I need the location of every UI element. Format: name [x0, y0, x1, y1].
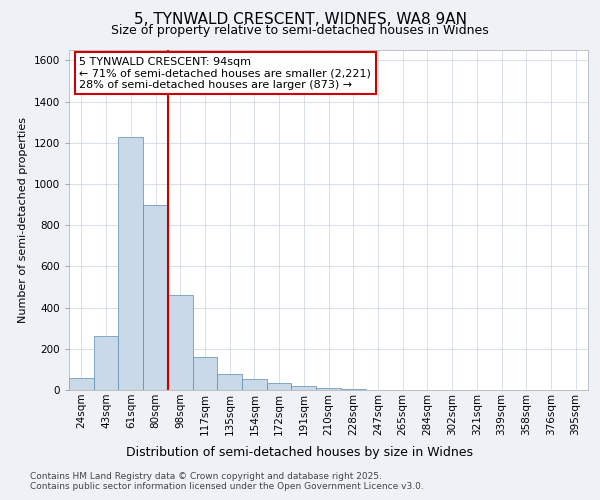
- Text: Size of property relative to semi-detached houses in Widnes: Size of property relative to semi-detach…: [111, 24, 489, 37]
- Bar: [242, 378, 267, 390]
- Text: Contains HM Land Registry data © Crown copyright and database right 2025.: Contains HM Land Registry data © Crown c…: [30, 472, 382, 481]
- Bar: [94, 336, 118, 390]
- Bar: [267, 383, 292, 390]
- Bar: [217, 374, 242, 390]
- Bar: [316, 388, 341, 390]
- Bar: [168, 295, 193, 390]
- Text: Contains public sector information licensed under the Open Government Licence v3: Contains public sector information licen…: [30, 482, 424, 491]
- Bar: [292, 386, 316, 390]
- Text: Distribution of semi-detached houses by size in Widnes: Distribution of semi-detached houses by …: [127, 446, 473, 459]
- Text: 5, TYNWALD CRESCENT, WIDNES, WA8 9AN: 5, TYNWALD CRESCENT, WIDNES, WA8 9AN: [133, 12, 467, 28]
- Bar: [143, 204, 168, 390]
- Bar: [69, 378, 94, 390]
- Bar: [193, 357, 217, 390]
- Text: 5 TYNWALD CRESCENT: 94sqm
← 71% of semi-detached houses are smaller (2,221)
28% : 5 TYNWALD CRESCENT: 94sqm ← 71% of semi-…: [79, 57, 371, 90]
- Bar: [118, 136, 143, 390]
- Y-axis label: Number of semi-detached properties: Number of semi-detached properties: [18, 117, 28, 323]
- Bar: [341, 389, 365, 390]
